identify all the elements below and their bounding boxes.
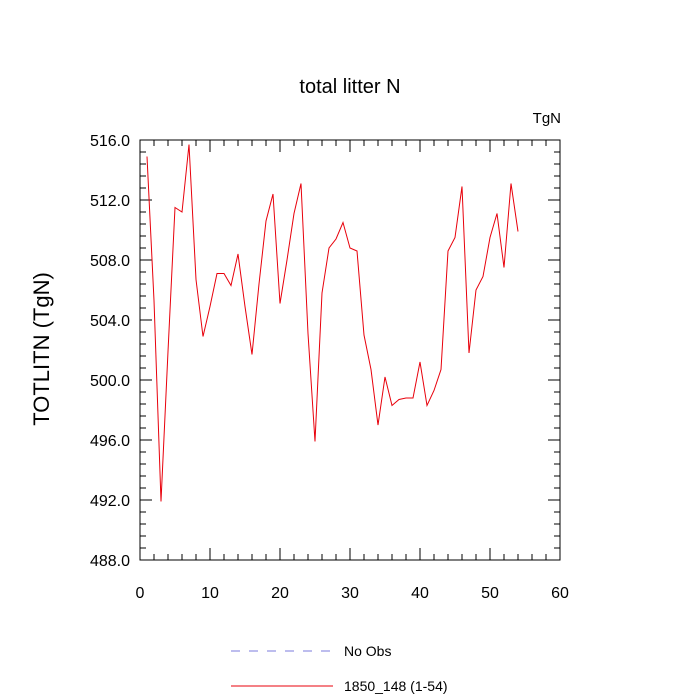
y-tick-label: 508.0 [90,253,130,270]
x-tick-label: 20 [271,585,289,602]
y-tick-label: 492.0 [90,493,130,510]
y-tick-label: 496.0 [90,433,130,450]
axis-ticks [139,139,561,561]
x-tick-label: 50 [481,585,499,602]
y-tick-label: 488.0 [90,553,130,570]
x-tick-label: 0 [136,585,145,602]
units-label: TgN [533,110,561,127]
series-lines [146,144,519,502]
y-tick-label: 512.0 [90,193,130,210]
legend-label: No Obs [344,643,391,659]
legend-label: 1850_148 (1-54) [344,678,448,694]
legend: No Obs 1850_148 (1-54) [231,643,448,694]
plot-frame [139,139,561,561]
x-axis-tick-labels: 0 10 20 30 40 50 60 [136,585,569,602]
x-tick-label: 10 [201,585,219,602]
chart-title: total litter N [299,76,400,98]
x-tick-label: 60 [551,585,569,602]
y-tick-label: 504.0 [90,313,130,330]
y-axis-tick-labels: 488.0 492.0 496.0 500.0 504.0 508.0 512.0 516.0 [90,133,130,570]
y-tick-label: 516.0 [90,133,130,150]
y-tick-label: 500.0 [90,373,130,390]
series-line [146,144,519,502]
x-tick-label: 30 [341,585,359,602]
x-tick-label: 40 [411,585,429,602]
y-axis-label: TOTLITN (TgN) [29,272,54,426]
plot-border [139,139,561,561]
